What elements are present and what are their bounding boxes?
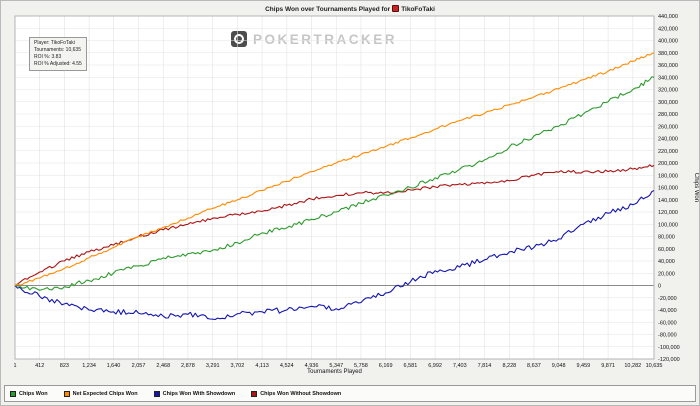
x-tick-label: 3,291: [206, 363, 220, 369]
legend-item: Chips Won With Showdown: [153, 390, 236, 397]
watermark-text: POKERTRACKER: [253, 31, 398, 47]
x-tick-label: 4,936: [305, 363, 319, 369]
y-tick-label: -20,000: [658, 296, 677, 302]
y-tick-label: 40,000: [658, 259, 675, 265]
y-tick-label: 240,000: [658, 137, 678, 143]
y-tick-label: 120,000: [658, 210, 678, 216]
x-tick-label: 6,992: [428, 363, 442, 369]
legend-item: Chips Won: [10, 390, 48, 397]
x-tick-label: 1,234: [82, 363, 96, 369]
x-tick-label: 7,814: [478, 363, 492, 369]
plot-border: [14, 15, 655, 360]
x-tick-label: 2,878: [181, 363, 195, 369]
chart-title: Chips Won over Tournaments Played for Tik…: [1, 5, 699, 13]
series-line-chips-won-with-showdown: [14, 190, 655, 321]
x-tick-label: 9,459: [576, 363, 590, 369]
info-roi: ROI %: 3.83: [34, 54, 62, 60]
y-tick-label: 180,000: [658, 173, 678, 179]
y-tick-label: 360,000: [658, 63, 678, 69]
y-tick-label: -100,000: [658, 345, 680, 351]
legend-swatch-icon: [251, 390, 258, 397]
x-tick-label: 5,347: [329, 363, 343, 369]
y-tick-label: 220,000: [658, 149, 678, 155]
y-tick-label: -40,000: [658, 308, 677, 314]
series-line-chips-won: [14, 76, 655, 291]
y-tick-label: 440,000: [658, 14, 678, 20]
y-tick-label: 260,000: [658, 124, 678, 130]
watermark: POKERTRACKER: [231, 31, 397, 47]
x-tick-label: 2,057: [132, 363, 146, 369]
legend-label: Net Expected Chips Won: [72, 390, 138, 397]
pokertracker-player-icon: [392, 5, 400, 12]
chart-title-player: TikoFoTaki: [401, 6, 435, 13]
chart-title-text: Chips Won over Tournaments Played for: [265, 6, 391, 13]
x-axis-title: Tournaments Played: [307, 369, 362, 375]
x-tick-label: 10,282: [624, 363, 641, 369]
x-tick-label: 2,468: [156, 363, 170, 369]
legend-label: Chips Won: [19, 390, 48, 397]
legend-swatch-icon: [63, 390, 70, 397]
legend-swatch-icon: [153, 390, 160, 397]
x-tick-label: 6,581: [404, 363, 418, 369]
y-tick-label: 0: [658, 284, 661, 290]
x-tick-label: 7,403: [453, 363, 467, 369]
y-tick-label: 200,000: [658, 161, 678, 167]
x-tick-label: 3,702: [231, 363, 245, 369]
y-tick-label: 420,000: [658, 26, 678, 32]
x-tick-label: 8,637: [527, 363, 541, 369]
y-tick-label: 140,000: [658, 198, 678, 204]
legend-swatch-icon: [10, 390, 16, 397]
y-tick-label: -120,000: [658, 357, 680, 363]
y-tick-label: 20,000: [658, 271, 675, 277]
legend-item: Chips Won Without Showdown: [251, 390, 342, 397]
y-tick-label: -60,000: [658, 320, 677, 326]
x-tick-label: 4,524: [280, 363, 294, 369]
y-tick-label: 380,000: [658, 51, 678, 57]
y-tick-label: 100,000: [658, 222, 678, 228]
series-line-chips-won-without-showdown: [14, 164, 655, 286]
y-tick-label: -80,000: [658, 333, 677, 339]
y-tick-label: 320,000: [658, 88, 678, 94]
series-line-net-expected-chips-won: [14, 52, 655, 286]
info-player: Player: TikoFoTaki: [34, 40, 75, 46]
player-info-box: Player: TikoFoTaki Tournaments: 10,635 R…: [29, 37, 87, 71]
y-tick-label: 60,000: [658, 247, 675, 253]
x-tick-label: 823: [60, 363, 69, 369]
x-tick-label: 5,758: [354, 363, 368, 369]
x-tick-label: 10,635: [646, 363, 663, 369]
y-axis-title: Chips Won: [693, 173, 699, 202]
x-tick-label: 9,048: [552, 363, 566, 369]
x-tick-label: 412: [35, 363, 44, 369]
y-tick-label: 340,000: [658, 75, 678, 81]
x-tick-label: 1: [13, 363, 16, 369]
pokertracker-logo-icon: [231, 31, 247, 47]
x-tick-label: 9,871: [601, 363, 615, 369]
x-tick-label: 4,113: [255, 363, 268, 369]
x-tick-label: 6,169: [379, 363, 393, 369]
info-tournaments: Tournaments: 10,635: [34, 47, 81, 53]
legend-label: Chips Won Without Showdown: [260, 390, 342, 397]
y-tick-label: 280,000: [658, 112, 678, 118]
y-tick-label: 160,000: [658, 186, 678, 192]
x-tick-label: 1,640: [107, 363, 121, 369]
y-tick-label: 400,000: [658, 39, 678, 45]
y-tick-label: 80,000: [658, 235, 675, 241]
legend-item: Net Expected Chips Won: [63, 390, 138, 397]
legend-label: Chips Won With Showdown: [162, 390, 236, 397]
info-roi-adjusted: ROI % Adjusted: 4.55: [34, 61, 82, 67]
x-tick-label: 8,228: [502, 363, 516, 369]
chart-legend: Chips Won Net Expected Chips Won Chips Won…: [4, 385, 696, 402]
y-tick-label: 300,000: [658, 100, 678, 106]
